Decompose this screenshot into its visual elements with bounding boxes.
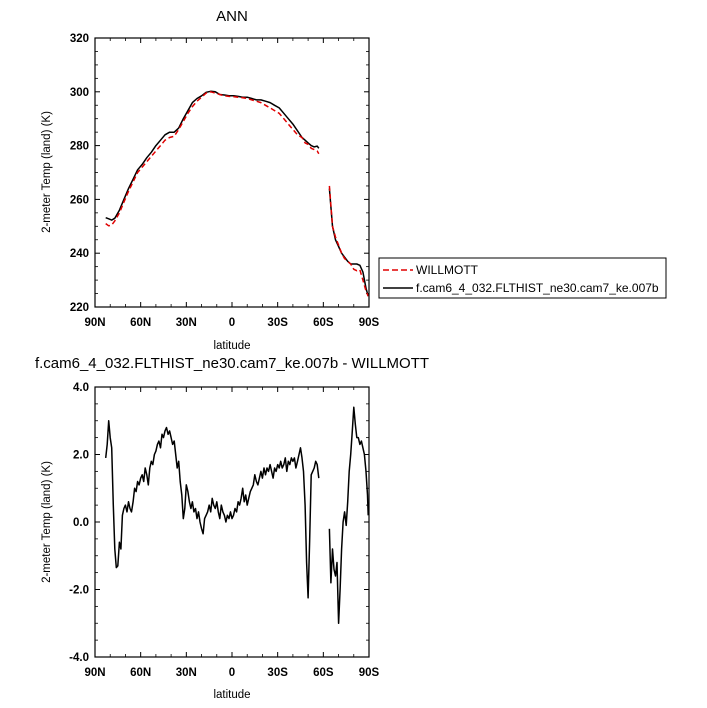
x-tick-label: 0	[229, 317, 235, 329]
x-tick-label: 90N	[84, 667, 105, 679]
x-tick-label: 60S	[313, 317, 334, 329]
x-tick-label: 30S	[267, 317, 288, 329]
x-tick-label: 90S	[359, 317, 380, 329]
series-0-line-segment-0	[105, 91, 320, 227]
bottom-plot-frame	[94, 386, 370, 658]
series-0-line-segment-0	[104, 420, 320, 599]
y-tick-label: 260	[70, 194, 89, 206]
x-tick-label: 90S	[359, 667, 380, 679]
top-panel: ANN 90N 60N 30N 0 30S 60S 90S 220 240 260 280 300 32…	[41, 8, 380, 352]
legend: WILLMOTT f.cam6_4_032.FLTHIST_ne30.cam7_…	[378, 257, 667, 299]
y-tick-label: 240	[70, 248, 89, 260]
y-tick-label: 220	[70, 302, 89, 314]
legend-label-model: f.cam6_4_032.FLTHIST_ne30.cam7_ke.007b	[416, 281, 659, 295]
bottom-ticks: 90N 60N 30N 0 30S 60S 90S -4.0 -2.0 0.0 2.0 4.0	[69, 382, 379, 679]
bottom-ylabel: 2-meter Temp (land) (K)	[41, 461, 53, 583]
top-ticks: 90N 60N 30N 0 30S 60S 90S 220 240 260 280 300 320	[70, 33, 380, 329]
x-tick-label: 60S	[313, 667, 334, 679]
top-chart-title: ANN	[216, 8, 248, 25]
legend-label-willmott: WILLMOTT	[416, 263, 479, 277]
top-ylabel: 2-meter Temp (land) (K)	[41, 111, 53, 233]
y-tick-label: 4.0	[73, 382, 89, 394]
bottom-chart-title: f.cam6_4_032.FLTHIST_ne30.cam7_ke.007b -…	[35, 355, 429, 372]
x-tick-label: 60N	[130, 317, 151, 329]
top-xlabel: latitude	[213, 340, 250, 352]
bottom-series	[104, 406, 369, 625]
x-tick-label: 90N	[84, 317, 105, 329]
y-tick-label: 320	[70, 33, 89, 45]
y-tick-label: 0.0	[73, 517, 89, 529]
x-tick-label: 0	[229, 667, 235, 679]
bottom-xlabel: latitude	[213, 689, 250, 701]
y-tick-label: 280	[70, 141, 89, 153]
y-tick-label: 300	[70, 87, 89, 99]
top-plot-frame	[94, 37, 370, 308]
x-tick-label: 30S	[267, 667, 288, 679]
y-tick-label: 2.0	[73, 450, 89, 462]
x-tick-label: 60N	[130, 667, 151, 679]
bottom-panel: f.cam6_4_032.FLTHIST_ne30.cam7_ke.007b -…	[35, 355, 429, 701]
y-tick-label: -2.0	[69, 585, 89, 597]
series-0-line-segment-1	[328, 406, 369, 625]
legend-box	[378, 257, 667, 299]
x-tick-label: 30N	[176, 317, 197, 329]
top-series	[105, 90, 369, 297]
x-tick-label: 30N	[176, 667, 197, 679]
y-tick-label: -4.0	[69, 652, 89, 664]
series-0-line-segment-1	[328, 185, 369, 297]
series-1-line-segment-0	[105, 90, 320, 221]
